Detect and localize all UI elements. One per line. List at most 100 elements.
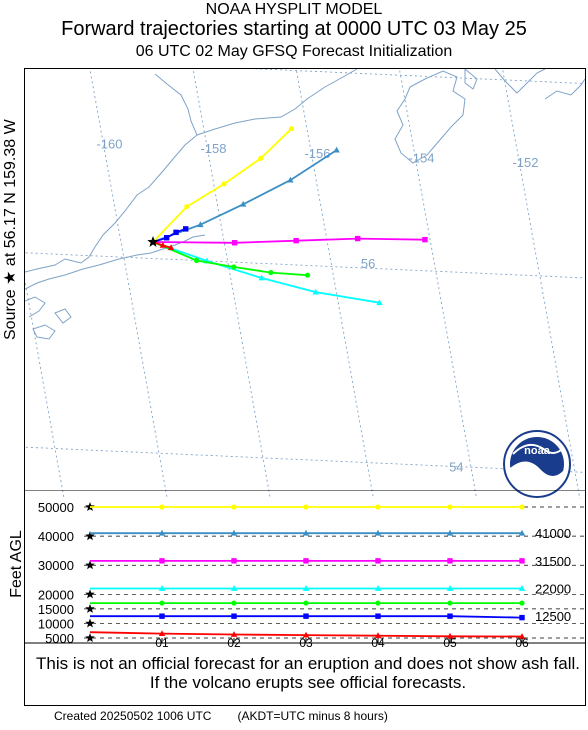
x-tick-label: 05 bbox=[443, 636, 457, 650]
altitude-marker bbox=[159, 504, 165, 510]
altitude-marker bbox=[446, 632, 454, 639]
page-title: Forward trajectories starting at 0000 UT… bbox=[61, 18, 527, 40]
altitude-marker bbox=[158, 630, 166, 637]
altitude-marker bbox=[302, 631, 310, 638]
altitude-marker bbox=[447, 613, 453, 619]
right-altitude-label: 41000 bbox=[535, 526, 571, 541]
altitude-marker bbox=[303, 613, 309, 619]
trajectory-marker bbox=[304, 272, 311, 278]
model-name: NOAA HYSPLIT MODEL bbox=[205, 1, 383, 18]
source-star-icon bbox=[85, 531, 95, 541]
coastline-kenai bbox=[494, 69, 585, 100]
trajectory-path bbox=[152, 241, 175, 251]
x-tick-label: 03 bbox=[299, 636, 313, 650]
altitude-marker bbox=[518, 529, 526, 536]
coastline-afognak bbox=[464, 69, 478, 90]
trajectory-path bbox=[152, 226, 189, 243]
trajectory-marker bbox=[376, 299, 383, 306]
altitude-marker bbox=[447, 558, 453, 564]
altitude-marker bbox=[302, 529, 310, 536]
latitude-label: 54 bbox=[449, 459, 463, 474]
y-tick-label: 50000 bbox=[38, 500, 74, 515]
disclaimer: This is not an official forecast for an … bbox=[36, 654, 580, 692]
altitude-marker bbox=[302, 585, 310, 591]
trajectory-marker bbox=[239, 200, 247, 207]
parallel-line bbox=[25, 446, 585, 473]
trajectory-marker bbox=[184, 203, 190, 210]
altitude-marker bbox=[519, 504, 525, 510]
altitude-marker bbox=[231, 504, 237, 510]
trajectory-marker bbox=[193, 257, 200, 264]
trajectory-marker bbox=[288, 126, 295, 132]
y-tick-label: 5000 bbox=[45, 631, 74, 646]
right-altitude-label: 31500 bbox=[535, 554, 571, 569]
coastline bbox=[25, 69, 585, 340]
trajectory-marker bbox=[312, 288, 319, 295]
trajectory-marker bbox=[221, 181, 227, 187]
meridian-line bbox=[398, 69, 478, 499]
altitude-series-line bbox=[90, 600, 525, 606]
altitude-marker bbox=[159, 558, 165, 564]
trajectory-path bbox=[152, 241, 383, 306]
longitude-label: -154 bbox=[408, 151, 434, 166]
map-labels: -160 -158 -156 -154 -152 56 54 bbox=[96, 137, 538, 475]
trajectory-marker bbox=[183, 226, 189, 232]
altitude-marker bbox=[446, 585, 454, 591]
noaa-logo-icon: noaa bbox=[503, 430, 571, 498]
altitude-marker bbox=[375, 600, 381, 606]
altitude-marker bbox=[375, 613, 381, 619]
trajectory-marker bbox=[231, 240, 238, 246]
parallel-line bbox=[25, 252, 585, 279]
x-tick-label: 06 bbox=[515, 636, 529, 650]
trajectory-map: -160 -158 -156 -154 -152 56 54 noaa bbox=[25, 69, 585, 499]
trajectory-line bbox=[152, 149, 338, 243]
trajectory-line bbox=[152, 237, 425, 244]
latitude-label: 56 bbox=[361, 256, 375, 271]
altitude-marker bbox=[159, 600, 165, 606]
plot-frame bbox=[24, 68, 586, 706]
altitude-marker bbox=[230, 585, 238, 591]
trajectory-marker bbox=[268, 269, 274, 276]
altitude-series-line bbox=[90, 504, 525, 510]
altitude-series bbox=[89, 504, 526, 639]
footer: Created 20250502 1006 UTC (AKDT=UTC minus… bbox=[54, 709, 388, 723]
altitude-marker bbox=[230, 631, 238, 637]
source-star-icon bbox=[147, 236, 159, 247]
altitude-marker bbox=[446, 529, 454, 536]
trajectory-marker bbox=[231, 264, 237, 270]
noaa-logo-text: noaa bbox=[524, 445, 551, 457]
altitude-marker bbox=[158, 529, 166, 536]
y-tick-label: 20000 bbox=[38, 587, 74, 602]
y-tick-label: 10000 bbox=[38, 616, 74, 631]
trajectory-marker bbox=[258, 274, 265, 281]
meridian-line bbox=[89, 69, 168, 499]
altitude-marker bbox=[374, 632, 382, 639]
trajectory-marker bbox=[197, 221, 204, 228]
trajectory-line bbox=[152, 228, 186, 243]
longitude-label: -160 bbox=[96, 137, 122, 152]
created-timestamp: Created 20250502 1006 UTC bbox=[54, 709, 212, 723]
source-star-icon bbox=[85, 618, 95, 628]
source-star-icon bbox=[85, 560, 95, 570]
trajectory-marker bbox=[163, 235, 170, 241]
x-tick-label: 01 bbox=[155, 636, 169, 650]
altitude-series-line bbox=[90, 613, 525, 621]
trajectory-marker bbox=[333, 146, 340, 153]
trajectory-marker bbox=[258, 155, 264, 161]
y-tick-label: 30000 bbox=[38, 558, 74, 573]
longitude-label: -156 bbox=[304, 146, 330, 161]
altitude-marker bbox=[303, 504, 309, 510]
longitude-label: -152 bbox=[512, 155, 538, 170]
longitude-label: -158 bbox=[200, 141, 226, 156]
map-grid bbox=[25, 69, 585, 499]
altitude-marker bbox=[303, 558, 309, 564]
altitude-marker bbox=[231, 613, 237, 619]
trajectories bbox=[147, 126, 428, 306]
x-tick-label: 04 bbox=[371, 636, 385, 650]
page-subtitle: 06 UTC 02 May GFSQ Forecast Initializati… bbox=[135, 43, 453, 60]
trajectory-marker bbox=[287, 176, 294, 183]
coastline-mainland-north bbox=[25, 73, 198, 273]
trajectory-marker bbox=[167, 244, 175, 251]
trajectory-marker bbox=[173, 229, 179, 236]
